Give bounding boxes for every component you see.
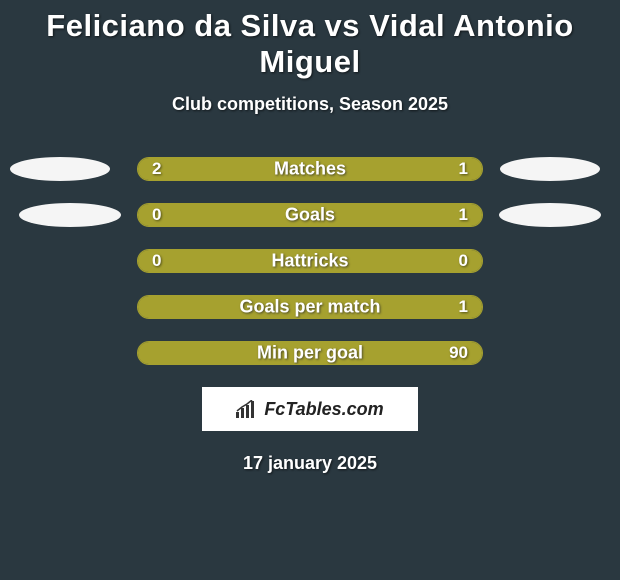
stat-bar: 0 0 Hattricks	[137, 249, 483, 273]
stat-value-right: 90	[449, 343, 468, 363]
stat-label: Hattricks	[271, 251, 348, 272]
stat-row: 90 Min per goal	[0, 341, 620, 365]
page-subtitle: Club competitions, Season 2025	[0, 94, 620, 115]
branding-text: FcTables.com	[264, 399, 383, 420]
player-avatar-left	[19, 203, 121, 227]
stat-bar: 2 1 Matches	[137, 157, 483, 181]
stat-value-left: 0	[152, 251, 161, 271]
footer-date: 17 january 2025	[0, 453, 620, 474]
stat-value-right: 1	[459, 159, 468, 179]
stat-bar: 1 Goals per match	[137, 295, 483, 319]
stat-value-right: 1	[459, 205, 468, 225]
page-title: Feliciano da Silva vs Vidal Antonio Migu…	[0, 8, 620, 80]
stat-bar: 90 Min per goal	[137, 341, 483, 365]
stat-row: 2 1 Matches	[0, 157, 620, 181]
stat-value-left: 0	[152, 205, 161, 225]
stat-value-left: 2	[152, 159, 161, 179]
bar-segment-left	[138, 204, 196, 226]
stats-list: 2 1 Matches 0 1 Goals 0 0 Hattricks 1 Goals per ma…	[0, 157, 620, 365]
stat-bar: 0 1 Goals	[137, 203, 483, 227]
bar-segment-right	[196, 204, 482, 226]
player-avatar-right	[500, 157, 600, 181]
stat-row: 1 Goals per match	[0, 295, 620, 319]
player-avatar-left	[10, 157, 110, 181]
branding-chart-icon	[236, 400, 258, 418]
player-avatar-right	[499, 203, 601, 227]
stat-value-right: 0	[459, 251, 468, 271]
branding-badge: FcTables.com	[202, 387, 418, 431]
stat-label: Goals per match	[239, 297, 380, 318]
stat-label: Goals	[285, 205, 335, 226]
stat-label: Min per goal	[257, 343, 363, 364]
stat-row: 0 0 Hattricks	[0, 249, 620, 273]
comparison-infographic: Feliciano da Silva vs Vidal Antonio Migu…	[0, 0, 620, 474]
stat-label: Matches	[274, 159, 346, 180]
stat-row: 0 1 Goals	[0, 203, 620, 227]
stat-value-right: 1	[459, 297, 468, 317]
